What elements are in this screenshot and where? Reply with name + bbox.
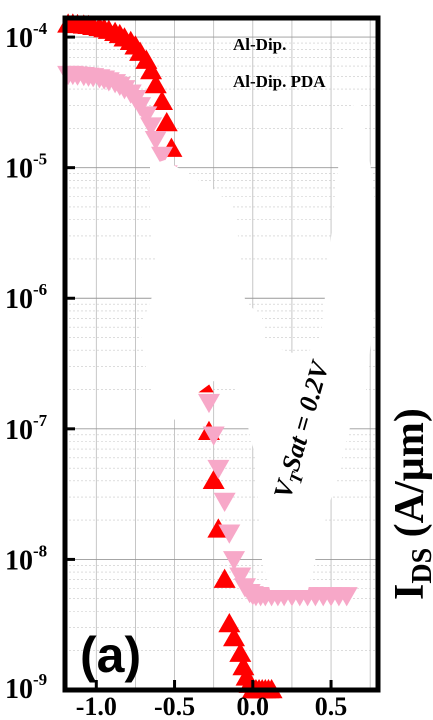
ylabel-main: I xyxy=(387,584,433,600)
y-tick-base: 10 xyxy=(5,415,33,446)
x-tick-label: 0.0 xyxy=(237,692,270,720)
y-tick-exponent: -5 xyxy=(33,150,47,169)
y-axis-label: IDS (A/µm) xyxy=(387,408,433,600)
whiteout-occluders xyxy=(140,95,380,590)
y-tick-exponent: -9 xyxy=(33,670,47,689)
data-point xyxy=(218,613,241,633)
data-point xyxy=(335,587,358,607)
y-tick-exponent: -8 xyxy=(33,541,47,560)
legend-entry-al-dip-pda: Al-Dip. PDA xyxy=(233,72,326,91)
y-tick-exponent: -4 xyxy=(33,19,48,38)
data-point xyxy=(213,492,236,513)
data-point xyxy=(144,131,167,151)
data-point xyxy=(197,393,220,414)
x-tick-label: -1.0 xyxy=(76,692,117,720)
y-tick-base: 10 xyxy=(5,23,33,54)
x-tick-label: -0.5 xyxy=(154,692,195,720)
y-tick-base: 10 xyxy=(5,674,33,705)
data-point xyxy=(223,627,246,647)
y-tick-label: 10-9 xyxy=(5,670,47,705)
plot-frame xyxy=(62,15,381,693)
y-tick-label: 10-4 xyxy=(5,19,48,54)
data-point xyxy=(229,642,252,662)
data-point xyxy=(151,90,174,110)
data-point xyxy=(155,111,178,132)
axes xyxy=(62,15,381,693)
y-tick-base: 10 xyxy=(5,284,33,315)
data-point xyxy=(229,567,252,587)
y-tick-label: 10-5 xyxy=(5,150,47,185)
y-tick-base: 10 xyxy=(5,545,33,576)
y-tick-label: 10-6 xyxy=(5,280,47,315)
data-point xyxy=(213,568,236,588)
data-point xyxy=(140,59,163,80)
y-tick-base: 10 xyxy=(5,154,33,185)
data-point xyxy=(144,73,167,94)
panel-label: (a) xyxy=(80,627,141,683)
y-tick-exponent: -7 xyxy=(33,411,48,430)
data-point xyxy=(140,117,163,137)
data-point xyxy=(207,459,230,480)
ylabel-sub: DS xyxy=(407,548,433,584)
data-point xyxy=(223,551,246,571)
data-point xyxy=(202,426,225,446)
ylabel-rest: (A/µm) xyxy=(387,408,433,548)
y-tick-exponent: -6 xyxy=(33,280,47,299)
data-point xyxy=(135,106,158,126)
data-point xyxy=(218,524,241,544)
legend-entry-al-dip: Al-Dip. xyxy=(233,35,286,54)
y-tick-label: 10-7 xyxy=(5,411,48,446)
tick-labels: -1.0 -0.5 0.0 0.510-410-510-610-710-810-9 xyxy=(5,19,347,720)
data-point xyxy=(202,469,225,490)
x-tick-label: 0.5 xyxy=(315,692,348,720)
y-tick-label: 10-8 xyxy=(5,541,47,576)
data-point xyxy=(151,146,174,167)
data-point xyxy=(232,656,255,676)
